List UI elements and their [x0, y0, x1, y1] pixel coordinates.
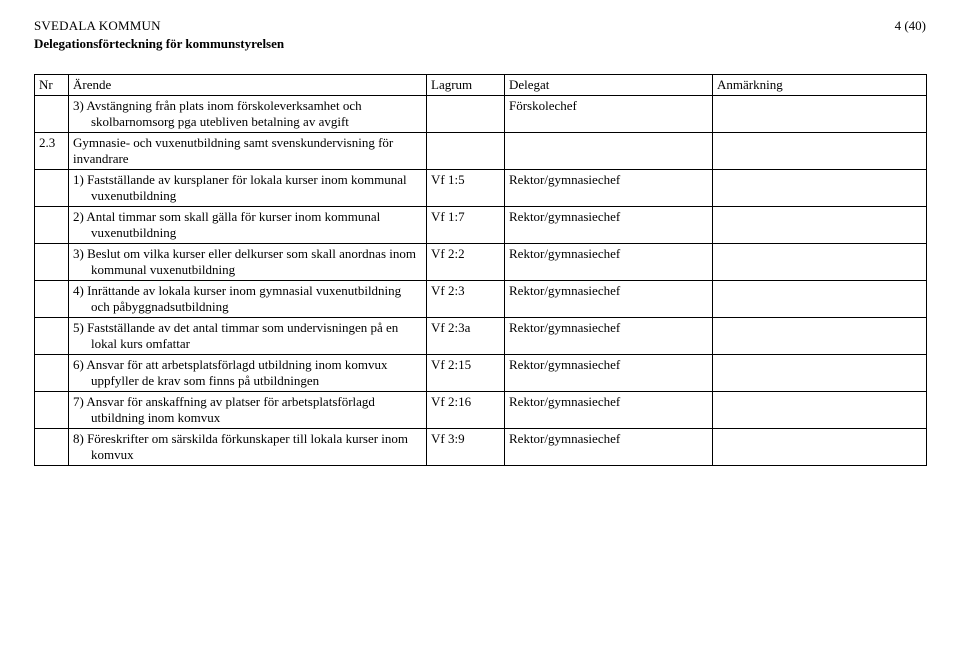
table-row: 4) Inrättande av lokala kurser inom gymn…: [35, 281, 927, 318]
cell-anm: [713, 318, 927, 355]
cell-anm: [713, 133, 927, 170]
cell-nr: 2.3: [35, 133, 69, 170]
cell-delegat: Rektor/gymnasiechef: [505, 170, 713, 207]
arende-text: 1) Fastställande av kursplaner för lokal…: [73, 172, 422, 204]
table-row: 2) Antal timmar som skall gälla för kurs…: [35, 207, 927, 244]
table-row: 7) Ansvar för anskaffning av platser för…: [35, 392, 927, 429]
cell-lagrum: [427, 96, 505, 133]
table-row: 5) Fastställande av det antal timmar som…: [35, 318, 927, 355]
cell-nr: [35, 392, 69, 429]
col-delegat: Delegat: [505, 75, 713, 96]
cell-arende: 2) Antal timmar som skall gälla för kurs…: [69, 207, 427, 244]
arende-text: 6) Ansvar för att arbetsplatsförlagd utb…: [73, 357, 422, 389]
cell-anm: [713, 244, 927, 281]
cell-delegat: [505, 133, 713, 170]
cell-delegat: Förskolechef: [505, 96, 713, 133]
cell-anm: [713, 207, 927, 244]
cell-delegat: Rektor/gymnasiechef: [505, 318, 713, 355]
page-header: SVEDALA KOMMUN Delegationsförteckning fö…: [34, 18, 926, 52]
table-header-row: Nr Ärende Lagrum Delegat Anmärkning: [35, 75, 927, 96]
cell-nr: [35, 96, 69, 133]
cell-delegat: Rektor/gymnasiechef: [505, 244, 713, 281]
cell-nr: [35, 281, 69, 318]
cell-anm: [713, 281, 927, 318]
doc-subtitle: Delegationsförteckning för kommunstyrels…: [34, 36, 284, 52]
org-name: SVEDALA KOMMUN: [34, 18, 284, 34]
arende-text: 3) Avstängning från plats inom förskolev…: [73, 98, 422, 130]
cell-nr: [35, 318, 69, 355]
page: SVEDALA KOMMUN Delegationsförteckning fö…: [0, 0, 960, 653]
col-arende: Ärende: [69, 75, 427, 96]
cell-arende: 3) Beslut om vilka kurser eller delkurse…: [69, 244, 427, 281]
arende-text: 7) Ansvar för anskaffning av platser för…: [73, 394, 422, 426]
cell-lagrum: Vf 2:3a: [427, 318, 505, 355]
table-row: 1) Fastställande av kursplaner för lokal…: [35, 170, 927, 207]
table-row: 3) Avstängning från plats inom förskolev…: [35, 96, 927, 133]
cell-delegat: Rektor/gymnasiechef: [505, 207, 713, 244]
cell-lagrum: Vf 2:15: [427, 355, 505, 392]
cell-lagrum: [427, 133, 505, 170]
cell-delegat: Rektor/gymnasiechef: [505, 355, 713, 392]
cell-lagrum: Vf 2:3: [427, 281, 505, 318]
cell-lagrum: Vf 1:5: [427, 170, 505, 207]
cell-nr: [35, 244, 69, 281]
arende-text: 8) Föreskrifter om särskilda förkunskape…: [73, 431, 422, 463]
arende-text: 5) Fastställande av det antal timmar som…: [73, 320, 422, 352]
col-lagrum: Lagrum: [427, 75, 505, 96]
cell-anm: [713, 355, 927, 392]
cell-lagrum: Vf 2:16: [427, 392, 505, 429]
cell-nr: [35, 355, 69, 392]
cell-anm: [713, 392, 927, 429]
cell-delegat: Rektor/gymnasiechef: [505, 392, 713, 429]
col-nr: Nr: [35, 75, 69, 96]
delegation-table: Nr Ärende Lagrum Delegat Anmärkning 3) A…: [34, 74, 927, 466]
cell-arende: Gymnasie- och vuxenutbildning samt svens…: [69, 133, 427, 170]
cell-lagrum: Vf 3:9: [427, 429, 505, 466]
page-number: 4 (40): [895, 18, 926, 34]
arende-text: 4) Inrättande av lokala kurser inom gymn…: [73, 283, 422, 315]
cell-delegat: Rektor/gymnasiechef: [505, 429, 713, 466]
cell-lagrum: Vf 2:2: [427, 244, 505, 281]
cell-anm: [713, 96, 927, 133]
header-left: SVEDALA KOMMUN Delegationsförteckning fö…: [34, 18, 284, 52]
arende-text: 3) Beslut om vilka kurser eller delkurse…: [73, 246, 422, 278]
cell-nr: [35, 207, 69, 244]
table-row: 3) Beslut om vilka kurser eller delkurse…: [35, 244, 927, 281]
cell-arende: 3) Avstängning från plats inom förskolev…: [69, 96, 427, 133]
cell-arende: 1) Fastställande av kursplaner för lokal…: [69, 170, 427, 207]
table-row: 2.3 Gymnasie- och vuxenutbildning samt s…: [35, 133, 927, 170]
arende-text: 2) Antal timmar som skall gälla för kurs…: [73, 209, 422, 241]
cell-arende: 8) Föreskrifter om särskilda förkunskape…: [69, 429, 427, 466]
table-row: 6) Ansvar för att arbetsplatsförlagd utb…: [35, 355, 927, 392]
cell-arende: 5) Fastställande av det antal timmar som…: [69, 318, 427, 355]
cell-arende: 6) Ansvar för att arbetsplatsförlagd utb…: [69, 355, 427, 392]
cell-nr: [35, 429, 69, 466]
cell-arende: 4) Inrättande av lokala kurser inom gymn…: [69, 281, 427, 318]
cell-nr: [35, 170, 69, 207]
cell-anm: [713, 170, 927, 207]
table-row: 8) Föreskrifter om särskilda förkunskape…: [35, 429, 927, 466]
col-anmarkning: Anmärkning: [713, 75, 927, 96]
cell-anm: [713, 429, 927, 466]
cell-lagrum: Vf 1:7: [427, 207, 505, 244]
cell-delegat: Rektor/gymnasiechef: [505, 281, 713, 318]
cell-arende: 7) Ansvar för anskaffning av platser för…: [69, 392, 427, 429]
